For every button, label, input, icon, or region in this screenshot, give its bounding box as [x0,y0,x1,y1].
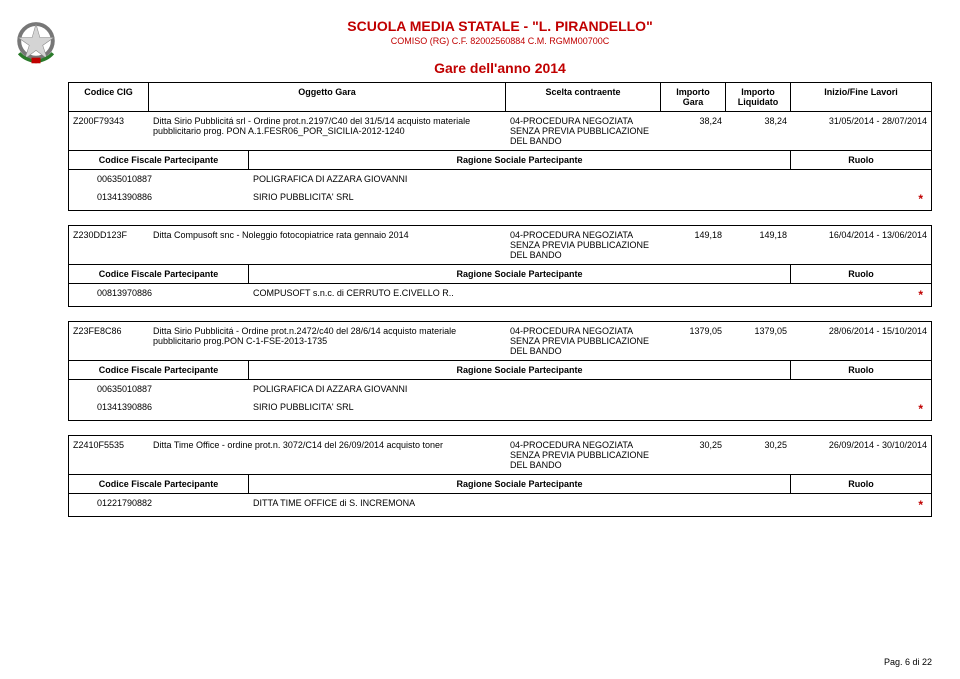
tender-scelta: 04-PROCEDURA NEGOZIATA SENZA PREVIA PUBB… [506,436,661,474]
ph-cf: Codice Fiscale Partecipante [69,361,249,379]
ph-ruolo: Ruolo [791,475,931,493]
italy-emblem-icon [8,14,64,70]
tender-importo-liq: 149,18 [726,226,791,264]
tender-scelta: 04-PROCEDURA NEGOZIATA SENZA PREVIA PUBB… [506,322,661,360]
tender-importo-gara: 30,25 [661,436,726,474]
participant-ragione: SIRIO PUBBLICITA' SRL [249,398,791,420]
tender-block: Z200F79343 Ditta Sirio Pubblicitá srl - … [68,112,932,211]
tender-cig: Z2410F5535 [69,436,149,474]
tender-summary-row: Z200F79343 Ditta Sirio Pubblicitá srl - … [69,112,931,151]
participant-row: 01341390886 SIRIO PUBBLICITA' SRL * [69,398,931,420]
col-oggetto: Oggetto Gara [149,83,506,111]
tender-cig: Z200F79343 [69,112,149,150]
school-title: SCUOLA MEDIA STATALE - "L. PIRANDELLO" [68,18,932,34]
tender-cig: Z23FE8C86 [69,322,149,360]
participant-ragione: SIRIO PUBBLICITA' SRL [249,188,791,210]
tender-block: Z230DD123F Ditta Compusoft snc - Noleggi… [68,225,932,307]
participant-star: * [791,398,931,420]
tender-importo-liq: 30,25 [726,436,791,474]
participant-ragione: POLIGRAFICA DI AZZARA GIOVANNI [249,170,791,188]
ph-ruolo: Ruolo [791,361,931,379]
tender-date: 16/04/2014 - 13/06/2014 [791,226,931,264]
participant-star [791,380,931,398]
participant-row: 00813970886 COMPUSOFT s.n.c. di CERRUTO … [69,284,931,306]
participant-header: Codice Fiscale Partecipante Ragione Soci… [69,265,931,284]
ph-cf: Codice Fiscale Partecipante [69,151,249,169]
participant-row: 01221790882 DITTA TIME OFFICE di S. INCR… [69,494,931,516]
participant-header: Codice Fiscale Partecipante Ragione Soci… [69,475,931,494]
tender-oggetto: Ditta Sirio Pubblicitá srl - Ordine prot… [149,112,506,150]
participant-star [791,170,931,188]
tender-importo-gara: 38,24 [661,112,726,150]
tender-block: Z23FE8C86 Ditta Sirio Pubblicitá - Ordin… [68,321,932,421]
participant-row: 00635010887 POLIGRAFICA DI AZZARA GIOVAN… [69,170,931,188]
tender-importo-gara: 149,18 [661,226,726,264]
ph-ragione: Ragione Sociale Partecipante [249,265,791,283]
participant-star: * [791,284,931,306]
participant-cf: 01341390886 [69,398,249,420]
participant-cf: 00813970886 [69,284,249,306]
tender-importo-gara: 1379,05 [661,322,726,360]
tender-block: Z2410F5535 Ditta Time Office - ordine pr… [68,435,932,517]
tender-oggetto: Ditta Compusoft snc - Noleggio fotocopia… [149,226,506,264]
participant-header: Codice Fiscale Partecipante Ragione Soci… [69,361,931,380]
tender-importo-liq: 1379,05 [726,322,791,360]
tender-scelta: 04-PROCEDURA NEGOZIATA SENZA PREVIA PUBB… [506,112,661,150]
tender-summary-row: Z23FE8C86 Ditta Sirio Pubblicitá - Ordin… [69,322,931,361]
school-subtitle: COMISO (RG) C.F. 82002560884 C.M. RGMM00… [68,36,932,46]
participant-cf: 00635010887 [69,380,249,398]
tender-date: 26/09/2014 - 30/10/2014 [791,436,931,474]
tender-oggetto: Ditta Time Office - ordine prot.n. 3072/… [149,436,506,474]
tender-summary-row: Z230DD123F Ditta Compusoft snc - Noleggi… [69,226,931,265]
participant-row: 00635010887 POLIGRAFICA DI AZZARA GIOVAN… [69,380,931,398]
main-header-row: Codice CIG Oggetto Gara Scelta contraent… [68,82,932,112]
page-number: Pag. 6 di 22 [884,657,932,667]
ph-ragione: Ragione Sociale Partecipante [249,475,791,493]
col-importo-liq: Importo Liquidato [726,83,791,111]
participant-row: 01341390886 SIRIO PUBBLICITA' SRL * [69,188,931,210]
participant-ragione: DITTA TIME OFFICE di S. INCREMONA [249,494,791,516]
ph-ragione: Ragione Sociale Partecipante [249,151,791,169]
ph-ruolo: Ruolo [791,265,931,283]
tender-scelta: 04-PROCEDURA NEGOZIATA SENZA PREVIA PUBB… [506,226,661,264]
tender-date: 31/05/2014 - 28/07/2014 [791,112,931,150]
tender-oggetto: Ditta Sirio Pubblicitá - Ordine prot.n.2… [149,322,506,360]
participant-ragione: COMPUSOFT s.n.c. di CERRUTO E.CIVELLO R.… [249,284,791,306]
participant-ragione: POLIGRAFICA DI AZZARA GIOVANNI [249,380,791,398]
tender-cig: Z230DD123F [69,226,149,264]
col-cig: Codice CIG [69,83,149,111]
ph-cf: Codice Fiscale Partecipante [69,265,249,283]
participant-star: * [791,494,931,516]
participant-star: * [791,188,931,210]
col-date: Inizio/Fine Lavori [791,83,931,111]
participant-header: Codice Fiscale Partecipante Ragione Soci… [69,151,931,170]
col-scelta: Scelta contraente [506,83,661,111]
ph-ruolo: Ruolo [791,151,931,169]
ph-ragione: Ragione Sociale Partecipante [249,361,791,379]
tender-summary-row: Z2410F5535 Ditta Time Office - ordine pr… [69,436,931,475]
participant-cf: 00635010887 [69,170,249,188]
participant-cf: 01341390886 [69,188,249,210]
year-title: Gare dell'anno 2014 [68,60,932,76]
participant-cf: 01221790882 [69,494,249,516]
tender-importo-liq: 38,24 [726,112,791,150]
tender-date: 28/06/2014 - 15/10/2014 [791,322,931,360]
col-importo-gara: Importo Gara [661,83,726,111]
ph-cf: Codice Fiscale Partecipante [69,475,249,493]
